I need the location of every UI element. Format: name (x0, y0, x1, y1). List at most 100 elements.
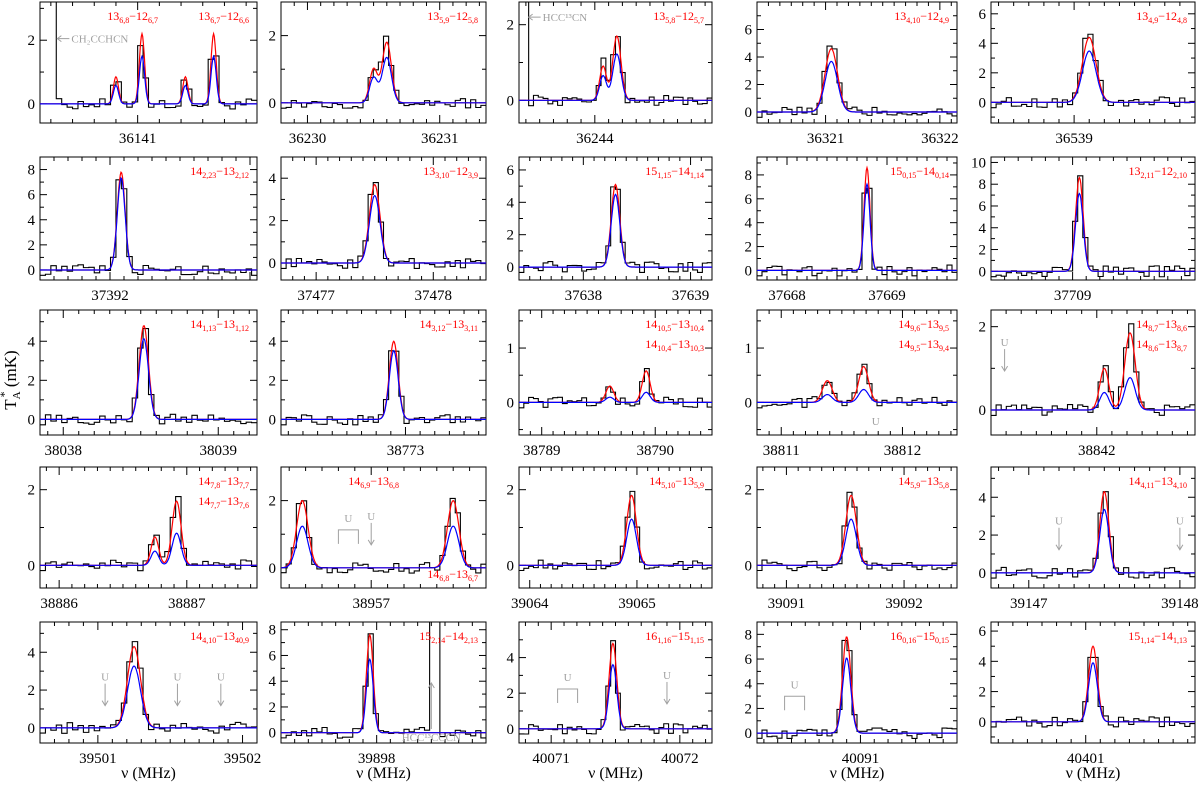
y-tick-label: 6 (979, 199, 987, 215)
model-red-curve (281, 41, 486, 104)
y-tick-label: 2 (745, 240, 753, 256)
transition-label-1: 132,11−122,10 (1129, 164, 1187, 180)
y-tick-label: 4 (28, 334, 36, 350)
arrow-head (527, 13, 533, 21)
spectrum-panel-12: 0 2 4 38773 143,12−133,11 (269, 309, 487, 459)
arrow-head (217, 700, 225, 707)
x-tick-label: 38957 (352, 596, 390, 612)
panel-frame (39, 621, 258, 744)
arrow-head (367, 539, 375, 546)
transition-label-2: 1410,4−1310,3 (645, 337, 704, 353)
x-tick-label: 38789 (523, 443, 561, 459)
y-tick-label: 2 (269, 214, 277, 230)
transition-label-1: 160,16−150,15 (890, 629, 949, 645)
y-tick-label: 0 (979, 715, 987, 731)
observed-spectrum (757, 45, 957, 118)
x-tick-label: 40072 (661, 751, 699, 767)
transition-label-1: 142,23−132,12 (190, 164, 249, 180)
panel-frame (39, 1, 258, 124)
svg-text:U: U (101, 672, 109, 684)
model-red-curve (757, 494, 957, 566)
y-tick-label: 2 (269, 494, 277, 510)
y-tick-label: 0 (269, 561, 277, 577)
y-tick-label: 8 (745, 168, 753, 184)
y-tick-label: 0 (507, 93, 515, 109)
model-red-curve (519, 370, 712, 403)
y-tick-label: 2 (979, 528, 987, 544)
panel-frame (990, 156, 1196, 281)
y-tick-label: 0 (745, 105, 753, 121)
y-tick-label: 4 (507, 651, 515, 667)
x-axis-label: ν (MHz) (1066, 765, 1121, 782)
observed-spectrum (519, 2, 712, 107)
observed-spectrum (40, 179, 257, 276)
spectrum-panel-15: 0 2 38842 148,7−138,6 148,6−138,7 U (979, 309, 1196, 459)
x-tick-label: 36244 (576, 131, 614, 147)
panel-frame (39, 309, 258, 436)
arrow-head (663, 698, 671, 705)
model-red-curve (519, 183, 712, 268)
y-tick-label: 6 (269, 648, 277, 664)
y-tick-label: 1 (745, 341, 753, 357)
arrow-head (1176, 544, 1184, 551)
y-tick-label: 0 (745, 726, 753, 742)
y-tick-label: 8 (269, 623, 277, 639)
marker-u: U (784, 679, 806, 711)
spectrum-panel-25: 0 2 4 6 40401 151,14−141,13 (979, 621, 1196, 767)
x-tick-label: 40401 (1067, 751, 1105, 767)
y-tick-label: 2 (979, 66, 987, 82)
transition-label-2: 148,6−138,7 (1136, 337, 1187, 353)
observed-spectrum (281, 497, 486, 574)
y-tick-label: 0 (507, 395, 515, 411)
panel-frame (756, 309, 958, 436)
y-tick-label: 0 (507, 722, 515, 738)
transition-label-1: 151,15−141,14 (645, 164, 704, 180)
y-tick-label: 0 (269, 96, 277, 112)
model-blue-curve (991, 50, 1195, 103)
observed-spectrum (757, 363, 957, 409)
y-tick-label: 6 (745, 192, 753, 208)
model-blue-curve (40, 338, 257, 420)
x-tick-label: 39502 (224, 751, 262, 767)
x-tick-label: 39501 (79, 751, 117, 767)
model-red-curve (40, 170, 257, 271)
y-tick-label: 2 (28, 238, 36, 254)
y-tick-label: 0 (28, 721, 36, 737)
panel-frame (39, 156, 258, 281)
x-tick-label: 39147 (1010, 596, 1048, 612)
model-blue-curve (40, 176, 257, 271)
x-tick-label: 39898 (358, 751, 396, 767)
x-tick-label: 38039 (200, 443, 238, 459)
x-tick-label: 37478 (415, 288, 453, 304)
y-tick-label: 0 (269, 726, 277, 742)
x-tick-label: 37639 (672, 288, 710, 304)
y-tick-label: 0 (269, 412, 277, 428)
spectrum-panel-10: 0 2 4 6 8 10 37709 132,11−122,10 (971, 155, 1196, 304)
model-blue-curve (40, 532, 257, 566)
arrow-bracket (557, 688, 579, 703)
y-tick-label: 2 (507, 228, 515, 244)
model-blue-curve (991, 377, 1195, 411)
transition-label-1: 149,6−139,5 (898, 317, 949, 333)
transition-label-1: 147,8−137,7 (198, 474, 249, 490)
x-tick-label: 37392 (91, 288, 129, 304)
y-tick-label: 4 (28, 645, 36, 661)
observed-spectrum (991, 491, 1195, 579)
spectrum-panel-8: 0 2 4 6 37638 37639 151,15−141,14 (507, 156, 713, 304)
x-tick-label: 38842 (1078, 443, 1116, 459)
svg-text:U: U (344, 513, 352, 525)
x-tick-label: 37668 (768, 288, 806, 304)
y-tick-label: 0 (28, 97, 36, 113)
model-red-curve (281, 633, 486, 734)
spectrum-panel-3: 0 2 36244 135,8−125,7 HCC¹³CN (507, 1, 713, 147)
y-tick-label: 0 (28, 263, 36, 279)
x-tick-label: 36322 (921, 131, 959, 147)
observed-spectrum (757, 187, 957, 277)
y-tick-label: 2 (28, 683, 36, 699)
spectrum-panel-2: 0 2 36230 36231 135,9−125,8 (269, 1, 487, 147)
y-tick-label: 2 (979, 320, 987, 336)
marker-u: U (872, 416, 880, 428)
x-tick-label: 37709 (1054, 288, 1092, 304)
x-tick-label: 40071 (532, 751, 570, 767)
y-tick-label: 0 (745, 263, 753, 279)
